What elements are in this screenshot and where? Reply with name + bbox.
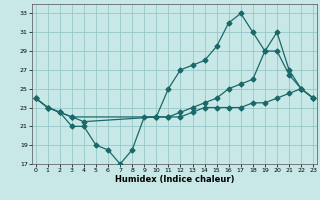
- X-axis label: Humidex (Indice chaleur): Humidex (Indice chaleur): [115, 175, 234, 184]
